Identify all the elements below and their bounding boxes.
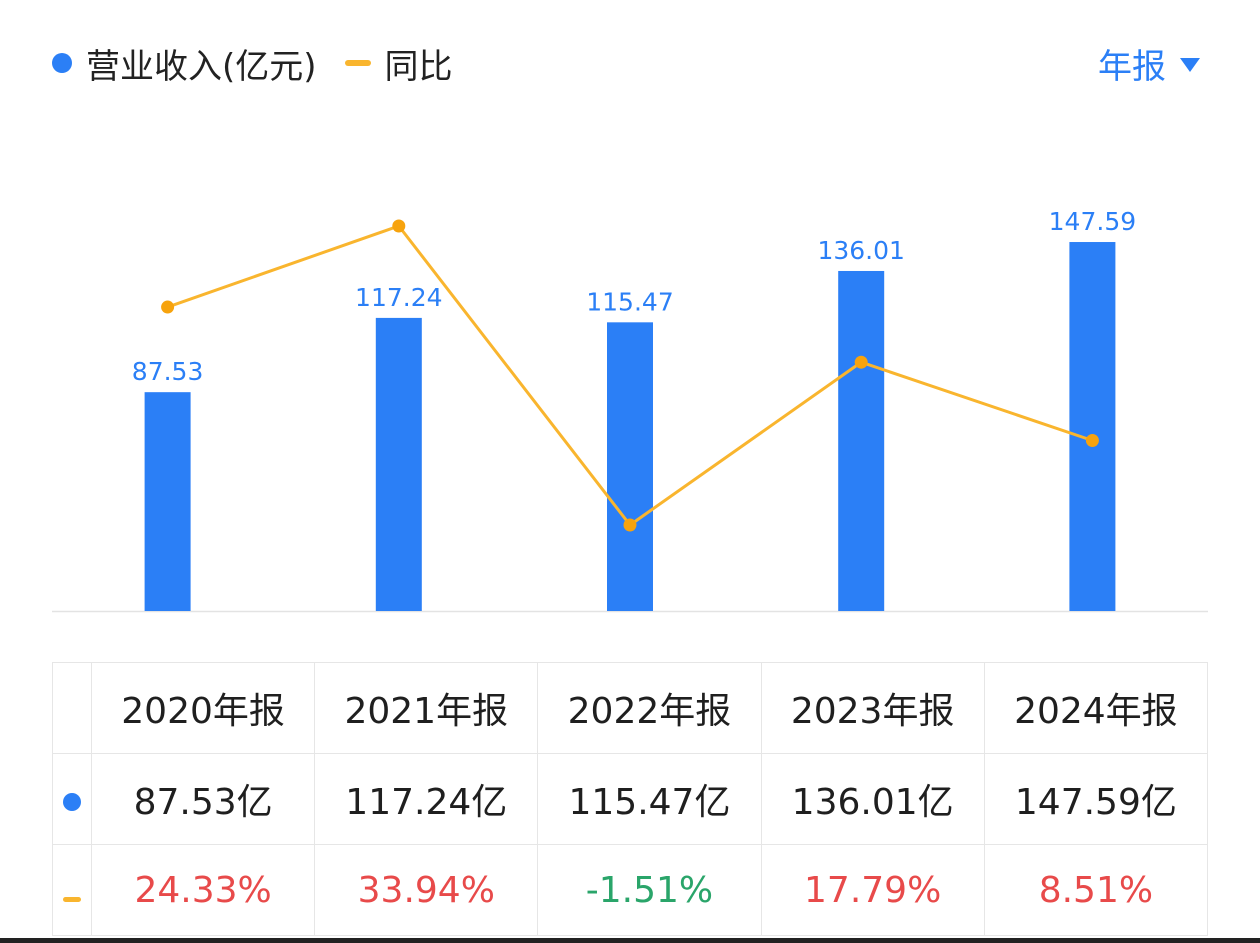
- period-selector[interactable]: 年报: [1098, 38, 1200, 88]
- yoy-dash-icon: [63, 896, 81, 902]
- yoy-point: [392, 219, 406, 233]
- revenue-dot-icon: [63, 792, 81, 811]
- bottom-bar: [0, 938, 1260, 943]
- yoy-cell: 24.33%: [90, 844, 316, 936]
- bar-value-label: 147.59: [1049, 207, 1136, 236]
- bar: [1069, 242, 1116, 611]
- bar: [144, 392, 191, 611]
- table-header-cell: 2020年报: [90, 662, 316, 754]
- table-header-cell: 2023年报: [760, 662, 985, 754]
- legend-yoy[interactable]: 同比: [344, 39, 453, 88]
- bar-value-label: 87.53: [132, 357, 204, 386]
- revenue-chart: 87.53 117.24 115.47 136.01 147.59: [52, 207, 1208, 613]
- yoy-point: [161, 300, 175, 314]
- yoy-cell: 33.94%: [314, 844, 539, 936]
- yoy-point: [1085, 433, 1099, 447]
- table-row-revenue: 87.53亿 117.24亿 115.47亿 136.01亿 147.59亿: [52, 753, 1209, 845]
- table-header-cell: 2021年报: [314, 662, 539, 754]
- caret-down-icon: [1180, 58, 1200, 72]
- revenue-cell: 115.47亿: [537, 753, 762, 845]
- legend-revenue-label: 营业收入(亿元): [86, 46, 317, 87]
- bar: [838, 270, 885, 611]
- legend-revenue-dot-icon: [52, 53, 72, 73]
- legend-revenue[interactable]: 营业收入(亿元): [52, 39, 317, 88]
- table-header-cell: 2024年报: [983, 662, 1209, 754]
- table-corner-cell: [52, 662, 92, 754]
- revenue-cell: 117.24亿: [314, 753, 539, 845]
- chart-legend: 营业收入(亿元) 同比: [52, 38, 453, 88]
- bar-value-label: 117.24: [355, 283, 442, 312]
- table-row-yoy: 24.33% 33.94% -1.51% 17.79% 8.51%: [52, 844, 1209, 936]
- bar-value-label: 115.47: [586, 287, 673, 316]
- bar-value-label: 136.01: [817, 236, 904, 265]
- legend-yoy-label: 同比: [384, 46, 453, 87]
- summary-table: 2020年报 2021年报 2022年报 2023年报 2024年报 87.53…: [52, 662, 1209, 936]
- yoy-cell: 17.79%: [760, 844, 985, 936]
- revenue-cell: 87.53亿: [90, 753, 316, 845]
- row-marker-revenue: [52, 753, 92, 845]
- yoy-point: [623, 518, 637, 532]
- revenue-cell: 136.01亿: [760, 753, 985, 845]
- yoy-cell: 8.51%: [983, 844, 1209, 936]
- legend-yoy-dash-icon: [344, 60, 371, 66]
- table-header-row: 2020年报 2021年报 2022年报 2023年报 2024年报: [52, 662, 1209, 754]
- row-marker-yoy: [52, 844, 92, 936]
- period-selector-label: 年报: [1098, 46, 1166, 87]
- revenue-cell: 147.59亿: [983, 753, 1209, 845]
- yoy-point: [854, 355, 868, 369]
- yoy-cell: -1.51%: [537, 844, 762, 936]
- table-header-cell: 2022年报: [537, 662, 762, 754]
- bar: [607, 322, 653, 611]
- bar: [375, 317, 422, 611]
